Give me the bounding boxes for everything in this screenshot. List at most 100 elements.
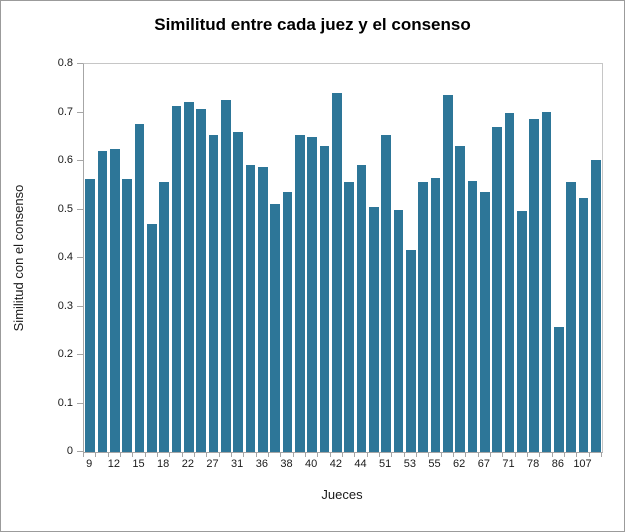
- y-tick-label: 0: [66, 445, 73, 457]
- bar: [393, 209, 404, 452]
- x-axis-tick: [83, 452, 84, 457]
- x-tick-label: 62: [453, 458, 466, 470]
- x-axis-tick: [268, 452, 269, 457]
- x-axis-tick: [539, 452, 541, 457]
- bar: [455, 146, 465, 452]
- y-tick-label: 0.2: [57, 348, 73, 360]
- x-axis-tick: [181, 452, 183, 457]
- chart-title: Similitud entre cada juez y el consenso: [154, 15, 471, 34]
- x-axis-tick: [428, 452, 430, 457]
- x-axis-title: Jueces: [321, 487, 363, 502]
- x-tick-label: 107: [573, 458, 592, 470]
- x-tick-label: 18: [157, 458, 170, 470]
- bar: [307, 136, 317, 452]
- bar: [184, 101, 194, 452]
- y-axis-tick: [77, 305, 83, 307]
- bar: [270, 204, 280, 452]
- y-axis-tick: [77, 208, 83, 210]
- bar: [282, 192, 293, 452]
- x-tick-label: 15: [132, 458, 145, 470]
- bar: [480, 192, 490, 452]
- bar: [578, 198, 589, 452]
- y-axis-title: Similitud con el consenso: [11, 184, 26, 332]
- bar: [467, 181, 478, 452]
- x-axis-tick: [527, 452, 528, 457]
- x-axis-tick: [403, 452, 405, 457]
- x-axis-tick: [243, 452, 245, 457]
- y-tick-label: 0.5: [57, 202, 73, 215]
- y-axis-tick: [77, 402, 83, 404]
- y-tick-label: 0.8: [57, 57, 73, 69]
- x-axis-tick: [440, 452, 442, 457]
- x-tick-label: 22: [181, 458, 194, 470]
- bar: [541, 112, 552, 452]
- x-axis-tick: [280, 452, 282, 457]
- bar: [356, 164, 367, 452]
- x-tick-label: 53: [403, 458, 416, 470]
- x-tick-label: 86: [551, 458, 564, 470]
- x-tick-label: 27: [206, 458, 219, 470]
- x-axis-tick: [305, 452, 306, 457]
- x-axis-tick: [354, 452, 356, 457]
- x-axis-tick: [329, 452, 331, 457]
- x-axis-tick: [144, 452, 146, 457]
- bar: [554, 327, 564, 452]
- x-tick-label: 55: [428, 458, 441, 470]
- x-axis-tick: [588, 452, 590, 457]
- bar: [406, 249, 416, 452]
- y-axis-tick: [77, 354, 83, 355]
- x-tick-label: 67: [477, 458, 490, 470]
- x-axis-tick: [490, 452, 491, 457]
- bar: [295, 135, 305, 452]
- bar: [233, 131, 243, 452]
- bar: [418, 182, 428, 452]
- x-axis-tick: [218, 452, 220, 457]
- x-axis-tick: [551, 452, 553, 457]
- x-tick-label: 9: [86, 458, 93, 470]
- bar: [196, 108, 206, 452]
- x-axis-tick: [502, 452, 504, 457]
- bar: [504, 113, 515, 452]
- x-axis-tick: [231, 452, 232, 457]
- x-axis-tick: [342, 452, 343, 457]
- x-axis-tick: [366, 452, 368, 457]
- x-axis-tick: [601, 452, 602, 457]
- y-tick-label: 0.4: [57, 251, 73, 263]
- x-tick-label: 12: [107, 458, 120, 470]
- x-tick-label: 31: [231, 458, 244, 470]
- x-tick-label: 51: [379, 458, 392, 470]
- x-axis-tick: [379, 452, 380, 457]
- bar: [97, 151, 108, 452]
- x-tick-label: 36: [255, 458, 268, 470]
- x-axis-tick: [465, 452, 467, 457]
- x-axis-tick: [317, 452, 319, 457]
- y-axis-tick: [77, 257, 83, 258]
- bar: [492, 127, 502, 452]
- bar: [319, 146, 330, 452]
- bar: [110, 149, 120, 452]
- bar: [85, 179, 95, 452]
- y-axis-tick: [77, 160, 83, 161]
- bar: [443, 94, 453, 452]
- x-tick-label: 42: [329, 458, 342, 470]
- bar: [208, 134, 219, 452]
- bar: [122, 178, 132, 452]
- bar: [517, 211, 527, 452]
- bar: [430, 178, 441, 452]
- x-axis-tick: [292, 452, 294, 457]
- bar: [245, 165, 256, 452]
- x-axis-tick: [514, 452, 516, 457]
- x-tick-label: 44: [354, 458, 367, 470]
- bar: [344, 181, 354, 452]
- x-tick-label: 71: [502, 458, 515, 470]
- x-tick-label: 40: [305, 458, 318, 470]
- x-axis-tick: [477, 452, 479, 457]
- bar: [147, 223, 157, 452]
- y-tick-label: 0.7: [57, 105, 73, 118]
- x-axis-tick: [453, 452, 454, 457]
- y-axis-tick: [77, 111, 83, 113]
- plot-area: [83, 63, 603, 453]
- x-axis-tick: [391, 452, 393, 457]
- y-axis-tick: [77, 63, 83, 64]
